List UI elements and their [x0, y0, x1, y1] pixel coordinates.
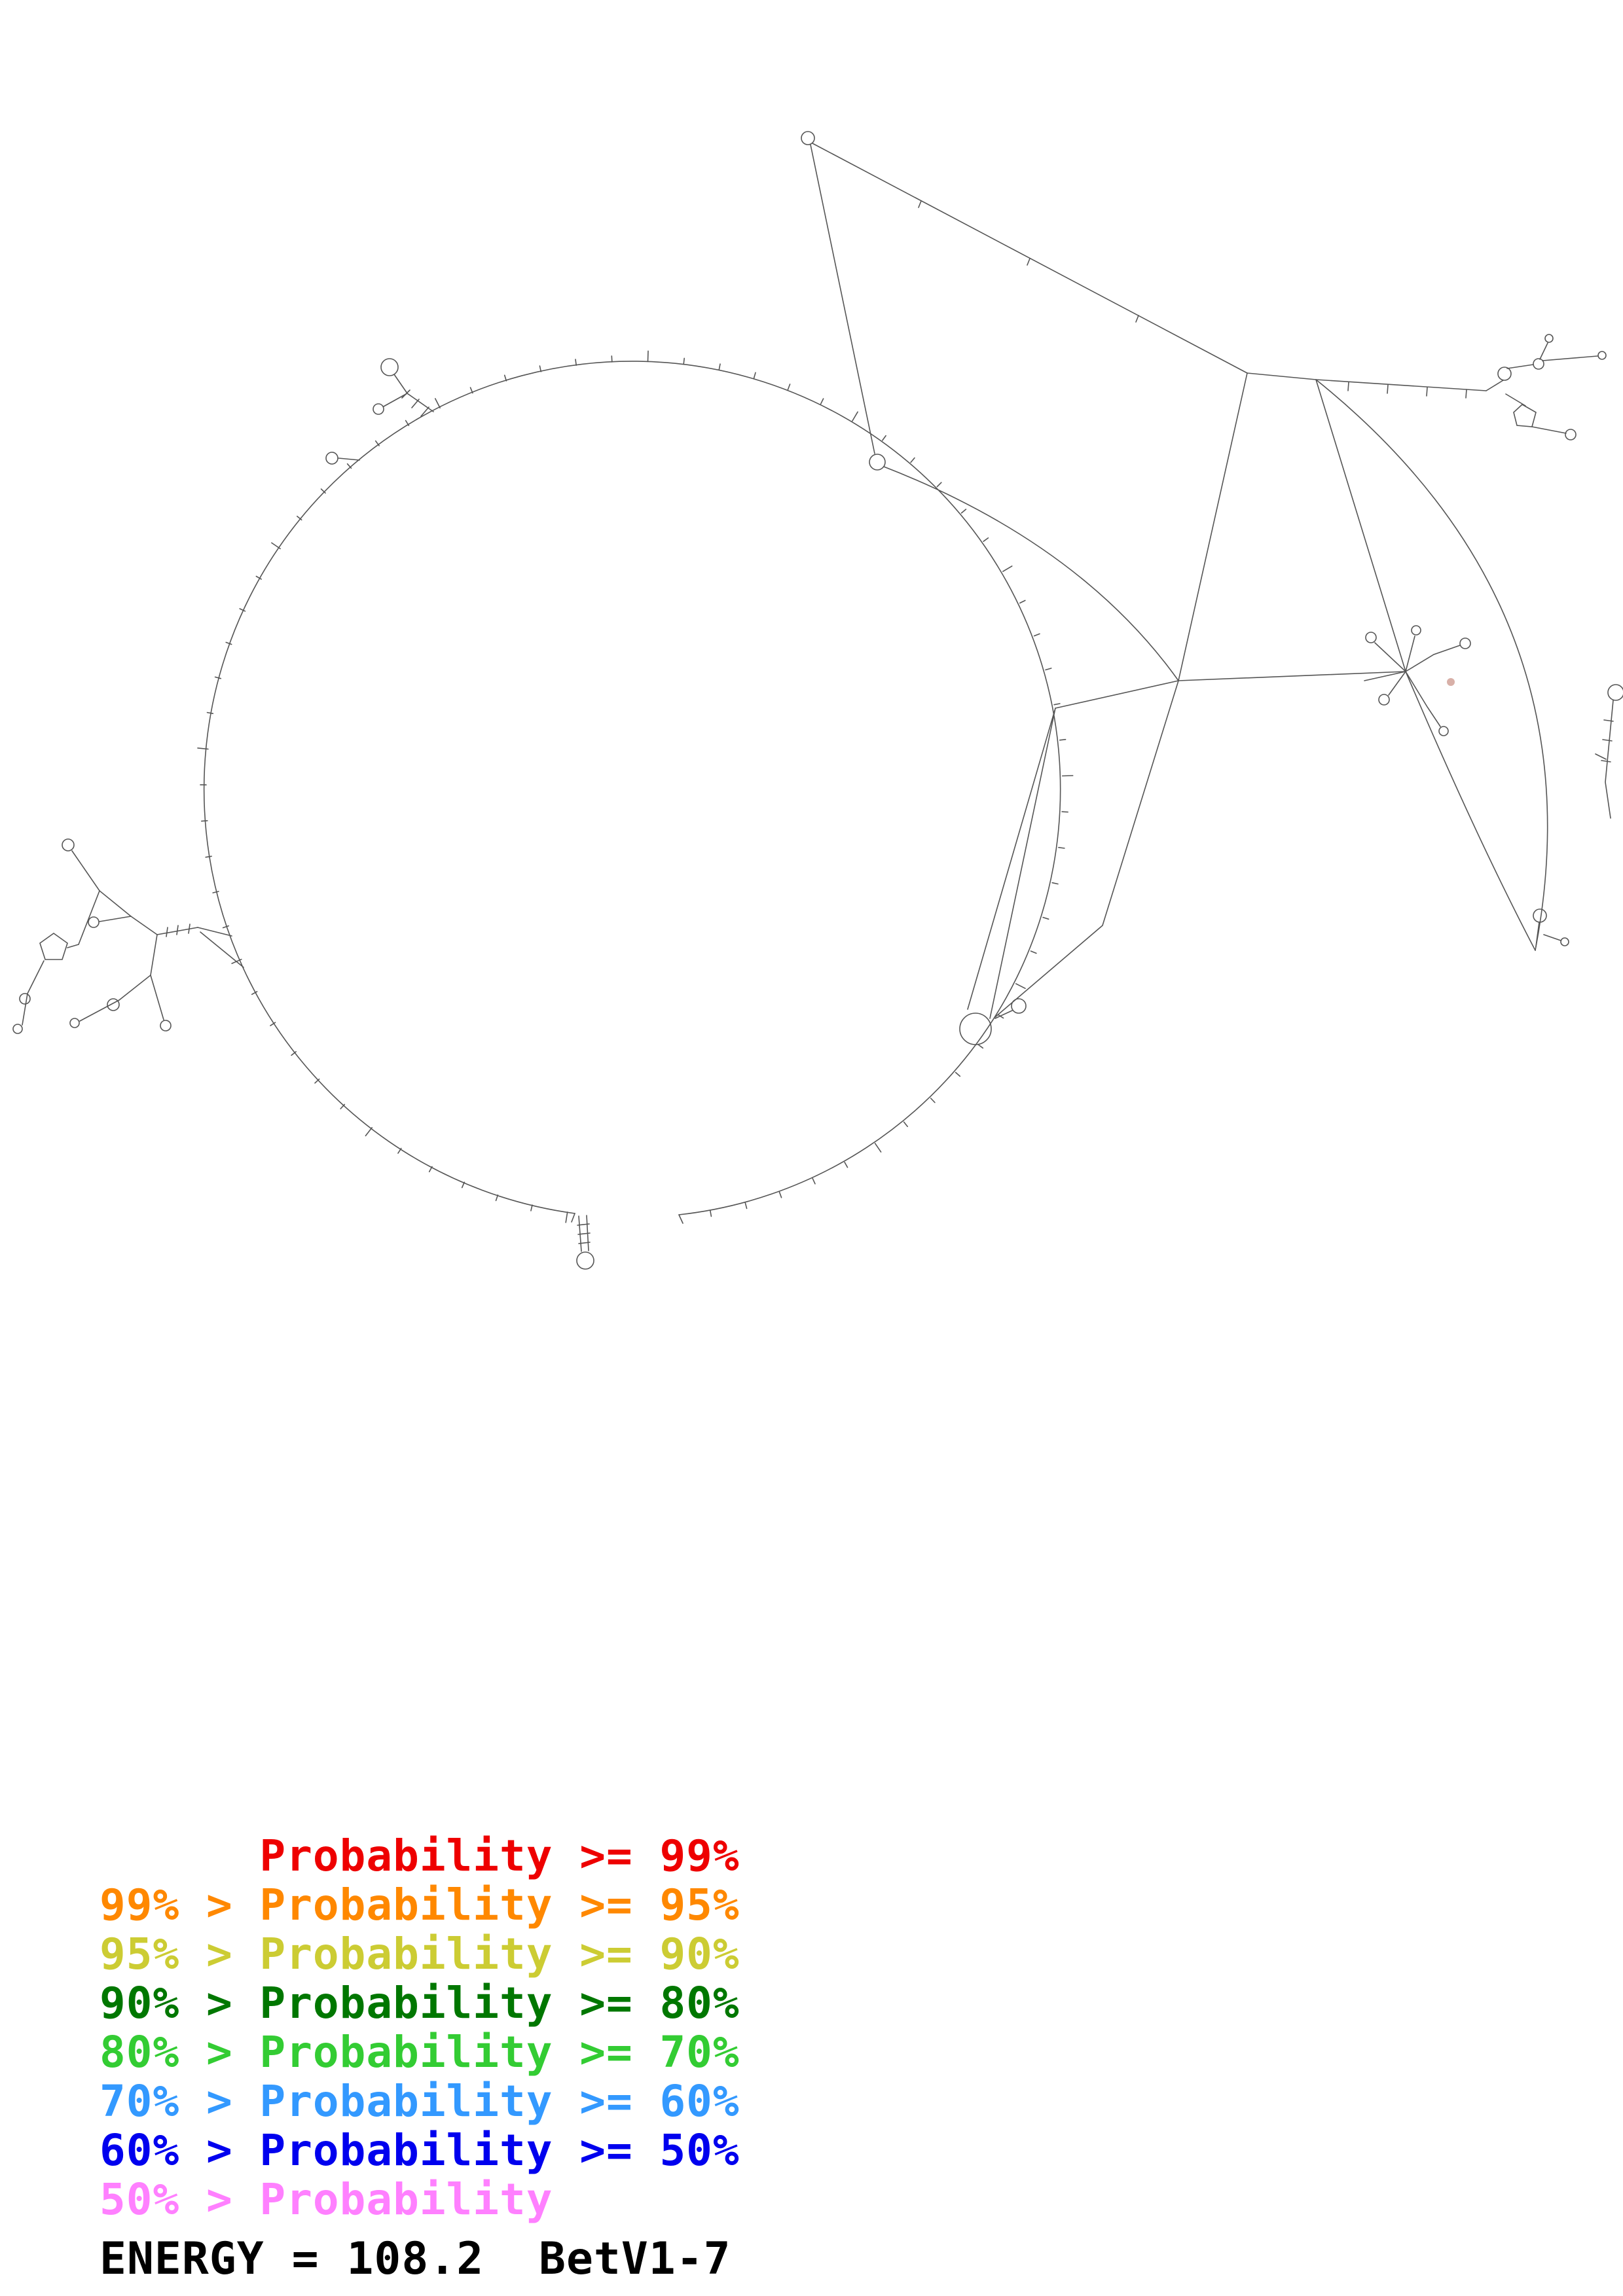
legend-item-80-90: 90% > Probability >= 80%: [100, 1978, 740, 2028]
right-branch-cluster: [1364, 625, 1471, 736]
legend-item-below-50: 50% > Probability: [100, 2174, 553, 2225]
junction-lines: [967, 671, 1406, 1019]
main-circle: [203, 361, 1061, 1215]
legend-item-50-60: 60% > Probability >= 50%: [100, 2125, 740, 2176]
legend-item-95-99: 99% > Probability >= 95%: [100, 1880, 740, 1930]
left-arm-cluster: [12, 838, 244, 1034]
legend-item-99: Probability >= 99%: [100, 1831, 740, 1881]
right-crescent: [1247, 372, 1548, 951]
far-right-hairpin: [1595, 684, 1623, 819]
probability-legend: Probability >= 99% 99% > Probability >= …: [100, 1831, 740, 2224]
upper-left-hairpins: [325, 358, 434, 465]
lower-hairpin-loop: [959, 998, 1027, 1045]
bottom-right-hairpin: [1533, 908, 1569, 947]
energy-label: ENERGY = 108.2 BetV1-7: [100, 2233, 731, 2285]
left-leaf: [801, 131, 1248, 681]
legend-item-60-70: 70% > Probability >= 60%: [100, 2076, 740, 2126]
legend-item-70-80: 80% > Probability >= 70%: [100, 2027, 740, 2077]
top-right-cluster: [1315, 334, 1607, 440]
bottom-hairpin: [576, 1215, 594, 1270]
legend-item-90-95: 95% > Probability >= 90%: [100, 1929, 740, 1979]
gap-end-ticks: [571, 1213, 684, 1224]
